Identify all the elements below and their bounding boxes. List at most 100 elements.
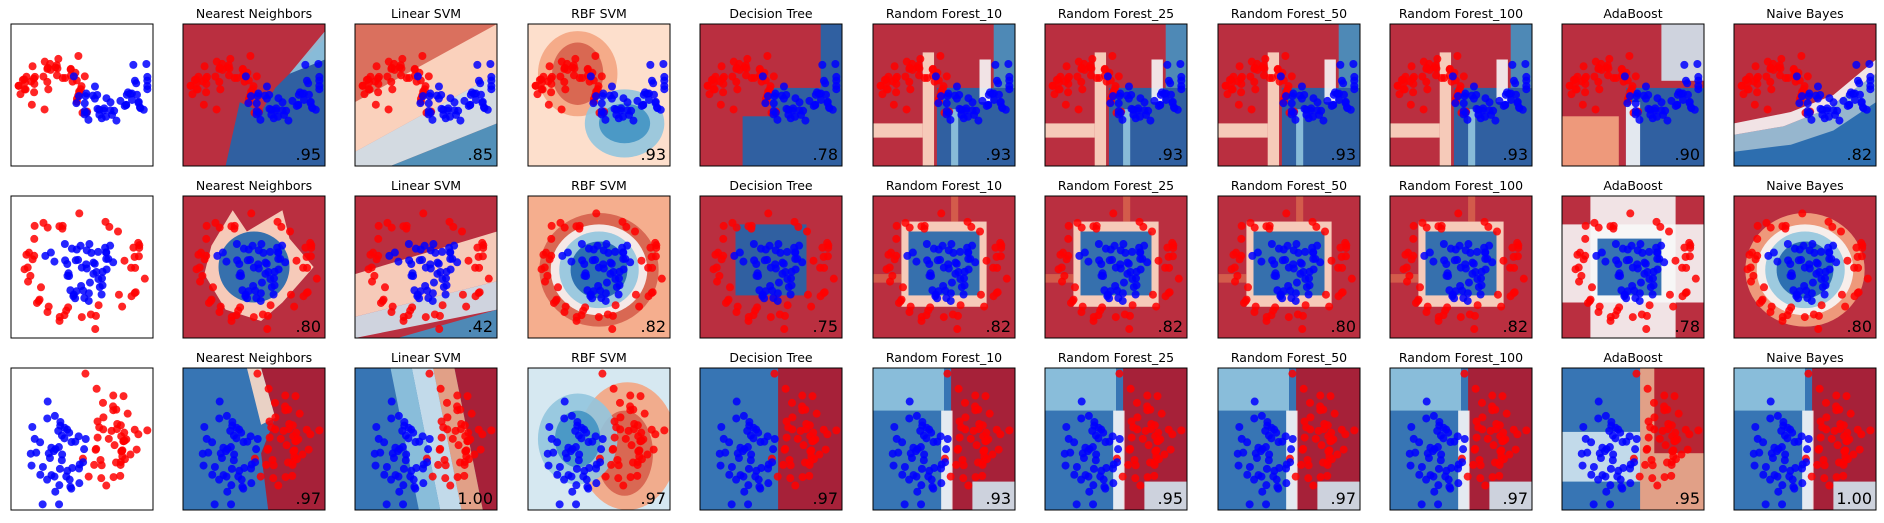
data-point-red [405, 73, 414, 82]
data-point-blue [607, 82, 616, 91]
data-point-red [971, 473, 980, 482]
data-point-red [721, 298, 730, 307]
data-point-red [593, 85, 602, 94]
data-point-blue [247, 479, 256, 488]
data-point-blue [819, 76, 828, 85]
data-point-red [1336, 243, 1345, 252]
data-point-blue [65, 272, 74, 281]
data-point-blue [1812, 258, 1821, 267]
data-point-blue [1472, 90, 1481, 99]
data-point-red [981, 437, 990, 446]
data-point-blue [311, 105, 320, 114]
data-point-blue [448, 254, 457, 263]
accuracy-score: .78 [813, 145, 838, 164]
data-point-blue [963, 112, 972, 121]
data-point-red [75, 209, 84, 218]
data-point-red [246, 52, 255, 61]
data-point-blue [754, 475, 763, 484]
data-point-red [799, 441, 808, 450]
data-point-red [267, 423, 276, 432]
data-point-blue [264, 267, 273, 276]
plot-area [1562, 24, 1704, 166]
data-point-blue [261, 258, 270, 267]
data-point-red [291, 392, 300, 401]
panel-1-5: Random Forest_10.82 [872, 178, 1016, 339]
accuracy-score: .82 [986, 317, 1011, 336]
data-point-blue [411, 438, 420, 447]
data-point-red [882, 265, 891, 274]
data-point-red [1288, 369, 1297, 378]
data-point-red [1569, 75, 1578, 84]
data-point-red [631, 290, 640, 299]
data-point-red [453, 391, 462, 400]
data-point-blue [257, 278, 266, 287]
axes-frame [354, 367, 498, 511]
data-point-blue [1766, 414, 1775, 423]
data-point-red [258, 310, 267, 319]
data-point-blue [900, 462, 909, 471]
data-point-blue [936, 92, 945, 101]
panel-1-4: Decision Tree.75 [699, 178, 843, 339]
data-point-red [112, 405, 121, 414]
data-point-blue [591, 432, 600, 441]
data-point-red [1261, 54, 1270, 63]
panel-title: Random Forest_25 [1058, 350, 1174, 365]
data-point-red [598, 369, 607, 378]
plot-area [1045, 24, 1187, 166]
data-point-red [1842, 437, 1851, 446]
data-point-red [627, 441, 636, 450]
plot-area [14, 52, 152, 125]
data-point-blue [1773, 257, 1782, 266]
data-point-blue [763, 255, 772, 264]
data-point-red [1669, 302, 1678, 311]
data-point-red [1273, 65, 1282, 74]
data-point-red [43, 63, 52, 72]
data-point-red [807, 302, 816, 311]
data-point-blue [486, 60, 495, 69]
data-point-blue [284, 116, 293, 125]
data-point-red [436, 444, 445, 453]
data-point-red [262, 460, 271, 469]
data-point-red [1590, 72, 1599, 81]
data-point-blue [1797, 432, 1806, 441]
data-point-red [1077, 308, 1086, 317]
data-point-blue [923, 256, 932, 265]
data-point-blue [1234, 461, 1243, 470]
data-point-red [1126, 384, 1135, 393]
data-point-red [253, 369, 262, 378]
data-point-red [972, 441, 981, 450]
data-point-blue [208, 438, 217, 447]
data-point-blue [1659, 110, 1668, 119]
data-point-blue [602, 240, 611, 249]
data-point-red [1581, 234, 1590, 243]
data-point-blue [223, 487, 232, 496]
data-point-red [779, 460, 788, 469]
data-point-blue [476, 90, 485, 99]
data-point-red [120, 428, 129, 437]
data-point-blue [1773, 411, 1782, 420]
data-point-red [1282, 209, 1291, 218]
panel-0-1: Nearest Neighbors.95 [182, 6, 326, 167]
data-point-red [1491, 425, 1500, 434]
data-point-red [234, 306, 243, 315]
data-point-red [1168, 430, 1177, 439]
data-point-red [292, 256, 301, 265]
data-point-blue [101, 112, 110, 121]
data-point-red [1333, 450, 1342, 459]
data-point-blue [918, 417, 927, 426]
data-point-red [55, 312, 64, 321]
data-point-blue [1115, 92, 1124, 101]
data-point-blue [898, 470, 907, 479]
data-point-red [190, 75, 199, 84]
data-point-red [119, 392, 128, 401]
data-point-blue [1114, 99, 1123, 108]
data-point-blue [1857, 98, 1866, 107]
data-point-red [1422, 308, 1431, 317]
data-point-blue [65, 475, 74, 484]
data-point-blue [445, 243, 454, 252]
data-point-blue [1589, 500, 1598, 509]
data-point-red [769, 72, 778, 81]
data-point-blue [1243, 438, 1252, 447]
plot-area [1218, 24, 1360, 166]
data-point-blue [92, 267, 101, 276]
